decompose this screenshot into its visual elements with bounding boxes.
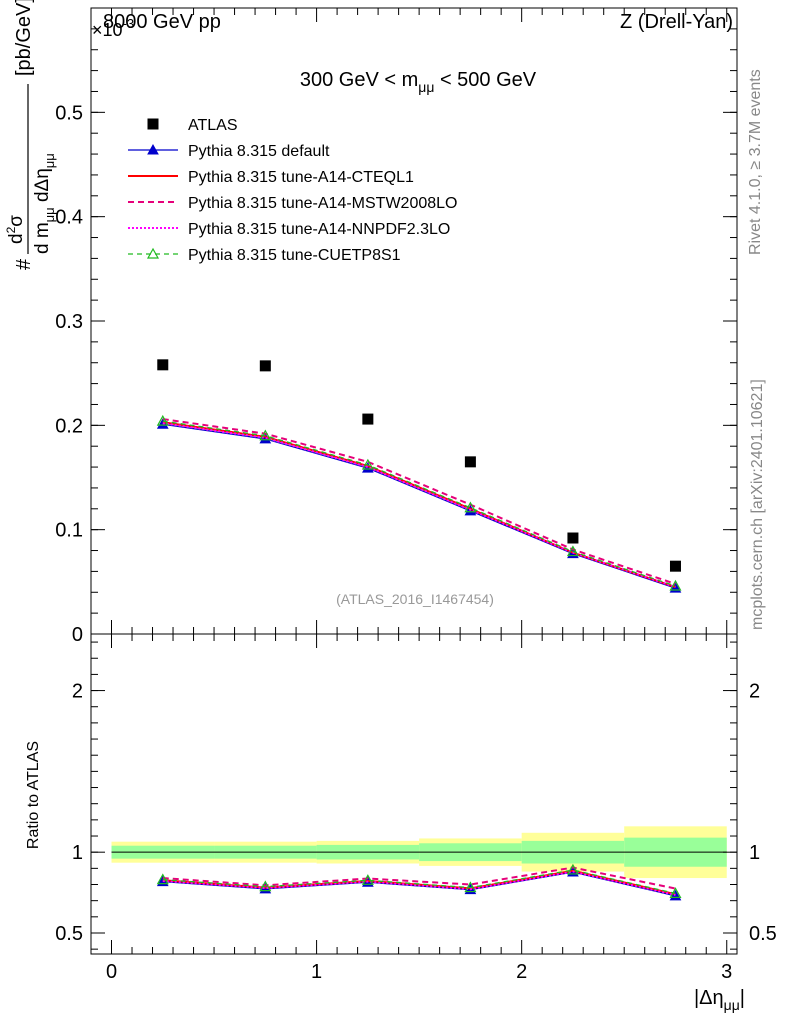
ratio-line-cuetp <box>162 869 676 895</box>
ratio-y-tick-label-right: 0.5 <box>749 923 777 945</box>
x-tick-label: 1 <box>311 961 322 983</box>
ratio-y-tick-label-right: 2 <box>749 681 760 703</box>
x-label-before: |Δη <box>694 987 724 1009</box>
y-label-den-2: dΔη <box>32 168 53 207</box>
header-energy: 8000 GeV pp <box>103 11 221 33</box>
main-marker-cuetp <box>361 458 374 470</box>
ratio-marker-cuetp <box>566 863 579 875</box>
ratio-marker-cuetp <box>361 874 374 885</box>
main-line-nnpdf <box>162 422 676 588</box>
atlas-data-point <box>669 560 681 572</box>
main-series-layer <box>156 359 682 593</box>
ratio-y-tick-label: 0.5 <box>55 923 83 945</box>
x-label-after: | <box>740 987 745 1009</box>
title-text-before: 300 GeV < m <box>300 69 418 91</box>
y-label-hash: # <box>13 258 35 270</box>
y-scale-factor: ×10-3 <box>92 16 134 40</box>
x-tick-label: 0 <box>106 961 117 983</box>
ratio-marker-cuetp <box>464 881 477 893</box>
ratio-frame <box>90 633 738 955</box>
legend-label-default: Pythia 8.315 default <box>188 143 330 160</box>
legend-symbol-atlas <box>147 118 159 130</box>
y-label-num-sigma: σ <box>6 215 27 227</box>
y-label-num-d: d <box>6 233 27 244</box>
main-line-cuetp <box>162 420 676 587</box>
atlas-data-point <box>259 360 271 372</box>
ratio-y-tick-label-right: 1 <box>749 842 760 864</box>
ratio-line-nnpdf <box>162 870 676 896</box>
ratio-line-mstw <box>162 866 676 890</box>
ratio-plot-area: 0.5 0.5 1 1 2 2 0 1 2 3 <box>55 633 777 983</box>
ratio-marker-cuetp <box>669 887 682 898</box>
y-label-numerator: d2σ <box>4 215 27 244</box>
ratio-series-layer <box>156 863 682 901</box>
main-axes: 0 0.1 0.2 0.3 0.4 0.5 <box>55 7 737 646</box>
title-subscript: μμ <box>418 79 434 95</box>
analysis-id: (ATLAS_2016_I1467454) <box>336 591 494 607</box>
atlas-data-point <box>567 532 579 544</box>
legend-marker-cuetp <box>146 247 160 259</box>
y-label-num-sup: 2 <box>4 226 18 233</box>
main-marker-cuetp <box>566 545 579 557</box>
legend-label-cteql1: Pythia 8.315 tune-A14-CTEQL1 <box>188 169 414 186</box>
legend-label-mstw: Pythia 8.315 tune-A14-MSTW2008LO <box>188 195 457 212</box>
main-plot-area: 0 0.1 0.2 0.3 0.4 0.5 <box>55 7 738 646</box>
title-text-after: < 500 GeV <box>434 69 536 91</box>
header-process: Z (Drell-Yan) <box>620 11 733 33</box>
legend: ATLAS Pythia 8.315 default Pythia 8.315 tu… <box>128 117 457 264</box>
y-label-den-1: d m <box>32 222 53 254</box>
y-label-denominator: d mμμ dΔημμ <box>32 153 57 254</box>
main-y-axis-label: # d2σ d mμμ dΔημμ [pb/GeV] <box>4 0 57 270</box>
chart-title: 300 GeV < mμμ < 500 GeV <box>300 69 537 95</box>
ratio-bands-layer <box>111 826 727 879</box>
ratio-y-tick-label: 2 <box>72 681 83 703</box>
x-axis-label: |Δημμ| <box>694 987 745 1013</box>
ratio-line-cteql1 <box>162 869 676 896</box>
main-marker-cuetp <box>464 501 477 513</box>
main-y-tick-label: 0.2 <box>55 415 83 437</box>
mcplots-label: mcplots.cern.ch [arXiv:2401.10621] <box>749 379 766 630</box>
y-label-unit: [pb/GeV] <box>13 0 35 76</box>
main-line-default <box>162 423 676 589</box>
main-y-tick-label: 0.5 <box>55 102 83 124</box>
ratio-marker-cuetp <box>259 880 272 892</box>
atlas-data-point <box>362 413 374 425</box>
legend-label-data: ATLAS <box>188 117 238 134</box>
main-marker-cuetp <box>156 414 169 426</box>
main-y-tick-label: 0 <box>72 624 83 646</box>
y-label-den-sub-2: μμ <box>42 153 57 168</box>
legend-marker-default <box>147 143 159 155</box>
main-frame <box>90 7 738 635</box>
x-tick-label: 3 <box>721 961 732 983</box>
main-marker-cuetp <box>259 429 272 441</box>
main-line-mstw <box>162 418 676 585</box>
main-y-tick-label: 0.1 <box>55 520 83 542</box>
ratio-marker-cuetp <box>156 873 169 885</box>
atlas-data-point <box>464 456 476 468</box>
x-label-subscript: μμ <box>724 997 740 1013</box>
y-scale-times: ×10 <box>92 20 123 40</box>
atlas-data-point <box>157 359 169 371</box>
main-marker-cuetp <box>669 579 682 591</box>
ratio-y-tick-label: 1 <box>72 842 83 864</box>
ratio-y-axis-label: Ratio to ATLAS <box>25 741 42 849</box>
main-y-tick-label: 0.3 <box>55 311 83 333</box>
y-label-den-sub-1: μμ <box>42 207 57 222</box>
x-tick-label: 2 <box>516 961 527 983</box>
rivet-label: Rivet 4.1.0, ≥ 3.7M events <box>747 69 764 255</box>
main-y-tick-label: 0.4 <box>55 207 83 229</box>
ratio-axes: 0.5 0.5 1 1 2 2 0 1 2 3 <box>55 634 777 983</box>
y-scale-exponent: -3 <box>123 16 135 31</box>
legend-label-cuetp: Pythia 8.315 tune-CUETP8S1 <box>188 247 401 264</box>
legend-label-nnpdf: Pythia 8.315 tune-A14-NNPDF2.3LO <box>188 221 450 238</box>
